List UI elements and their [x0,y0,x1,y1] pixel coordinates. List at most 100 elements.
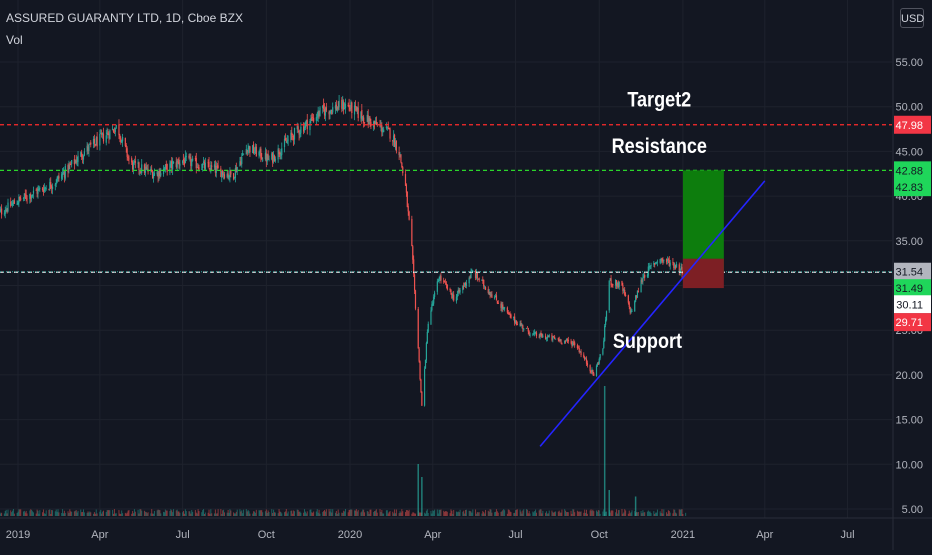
candle-body [33,191,34,194]
candle-body [326,107,327,110]
volume-bar [326,509,327,516]
volume-bar [629,511,630,516]
volume-bar [554,512,555,516]
candle-body [281,148,282,154]
volume-bar [520,510,521,516]
volume-bar [293,510,294,516]
volume-bar [501,511,502,516]
volume-bar [590,510,591,516]
candle-body [363,117,364,122]
candle-body [621,281,622,286]
volume-bar [437,510,438,516]
volume-bar [541,513,542,516]
candle-body [55,184,56,186]
currency-button[interactable]: USD [900,8,924,28]
volume-bar [316,511,317,516]
candle-body [574,343,575,346]
candle-body [351,102,352,113]
volume-bar [116,513,117,516]
volume-bar [568,512,569,516]
candle-body [262,160,263,161]
candle-body [494,297,495,298]
annotation-target2[interactable]: Target2 [627,88,691,112]
volume-bar [299,512,300,516]
volume-bar [196,513,197,516]
volume-bar [140,509,141,516]
candle-body [23,198,24,199]
candle-body [668,259,669,260]
volume-bar [65,513,66,516]
candle-body [445,283,446,284]
candle-body [561,343,562,344]
volume-bar [628,514,629,516]
horizontal-lines[interactable] [0,125,892,272]
candle-body [103,134,104,142]
volume-bar [318,513,319,516]
candle-body [419,349,420,362]
annotation-resistance[interactable]: Resistance [612,135,707,159]
volume-bar [248,510,249,516]
candle-body [145,168,146,173]
volume-bar-spike [421,477,423,516]
price-tick-label: 35.00 [895,236,923,248]
volume-bar [17,513,18,516]
volume-bar [412,512,413,516]
candle-body [624,290,625,295]
volume-bar [160,513,161,516]
time-tick-label: 2021 [671,529,695,541]
volume-bar [224,512,225,516]
volume-bar [374,511,375,516]
volume-bar [7,513,8,516]
volume-bar [20,509,21,516]
volume-bar [343,511,344,516]
volume-bar [381,510,382,516]
volume-bar [355,511,356,516]
loss-zone[interactable] [683,259,724,288]
candle-body [84,151,85,155]
symbol-title[interactable]: ASSURED GUARANTY LTD, 1D, Cboe BZX [6,11,243,25]
candle-body [536,332,537,336]
candle-body [211,166,212,167]
candle-body [135,161,136,163]
time-tick-label: Apr [756,529,773,541]
annotation-support[interactable]: Support [613,330,683,354]
volume-bar [475,509,476,516]
volume-bar [234,513,235,516]
volume-bar [121,510,122,516]
volume-bar [517,509,518,516]
candle-body [507,308,508,313]
volume-bar [407,510,408,516]
volume-bar [534,511,535,516]
volume-bar [547,514,548,516]
candle-body [590,365,591,371]
candle-body [349,108,350,109]
candle-body [625,295,626,296]
volume-bar [42,512,43,516]
volume-bars [0,386,686,516]
candle-body [275,159,276,161]
volume-bar [157,510,158,516]
trendline[interactable] [540,181,765,447]
volume-bar [18,509,19,516]
volume-bar [452,514,453,516]
profit-zone[interactable] [683,170,724,272]
volume-bar [95,514,96,516]
volume-bar [26,511,27,516]
support-trendline[interactable] [540,181,765,447]
volume-bar [197,513,198,516]
candle-body [447,285,448,290]
volume-bar [304,509,305,516]
volume-bar [360,512,361,516]
candle-body [430,311,431,325]
candle-body [600,354,601,358]
candle-body [52,187,53,189]
volume-bar [651,513,652,516]
volume-bar [297,510,298,516]
volume-bar [600,514,601,516]
candle-body [426,343,427,360]
volume-bar [571,514,572,516]
volume-bar [674,510,675,516]
candle-body [663,260,664,261]
volume-bar [485,510,486,516]
